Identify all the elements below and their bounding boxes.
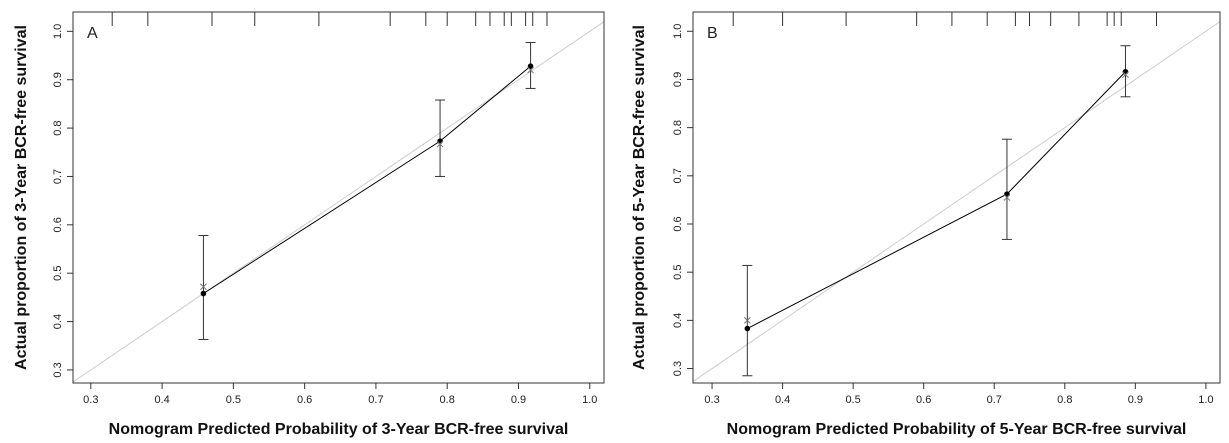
x-tick-label: 0.6 (916, 394, 931, 406)
y-tick-label: 0.9 (672, 72, 684, 87)
y-tick-label: 0.7 (672, 168, 684, 183)
y-axis-title: Actual proportion of 3-Year BCR-free sur… (13, 25, 30, 370)
observed-point (437, 138, 443, 144)
y-tick-label: 0.4 (52, 314, 64, 329)
x-axis-title: Nomogram Predicted Probability of 3-Year… (109, 421, 569, 438)
y-tick-label: 0.7 (52, 169, 64, 184)
corrected-point (1003, 194, 1011, 201)
panel-label: B (707, 25, 718, 42)
y-axis-title: Actual proportion of 5-Year BCR-free sur… (631, 25, 648, 370)
x-tick-label: 0.7 (987, 394, 1002, 406)
plot-frame (692, 11, 1221, 384)
y-tick-label: 0.6 (52, 217, 64, 232)
observed-point (200, 290, 207, 297)
x-tick-label: 0.5 (845, 394, 860, 406)
x-tick-label: 0.9 (1128, 394, 1143, 406)
observed-point (744, 325, 751, 332)
x-tick-label: 0.9 (511, 394, 526, 406)
y-tick-label: 0.8 (52, 120, 64, 135)
corrected-point (200, 283, 207, 291)
calibration-line (747, 71, 1126, 329)
x-tick-label: 0.5 (226, 394, 241, 406)
x-tick-label: 0.3 (704, 394, 719, 406)
plot-frame (72, 11, 605, 384)
x-tick-label: 0.8 (440, 394, 455, 406)
y-tick-label: 0.3 (52, 362, 64, 377)
y-tick-label: 0.5 (672, 265, 684, 280)
corrected-point (436, 140, 444, 148)
calibration-line (203, 65, 531, 294)
corrected-point (527, 66, 534, 74)
corrected-point (1122, 71, 1129, 78)
y-tick-label: 0.5 (52, 266, 64, 281)
panel-label: A (87, 25, 98, 42)
y-tick-label: 0.4 (672, 313, 684, 328)
observed-point (527, 63, 534, 69)
y-tick-label: 0.8 (672, 120, 684, 135)
x-tick-label: 0.4 (775, 394, 790, 406)
x-tick-label: 0.6 (297, 394, 312, 406)
ideal-line (692, 21, 1221, 382)
x-tick-label: 0.3 (83, 394, 98, 406)
x-axis-title: Nomogram Predicted Probability of 5-Year… (727, 421, 1187, 438)
corrected-point (743, 317, 751, 324)
x-tick-label: 0.4 (154, 394, 169, 406)
y-tick-label: 0.3 (672, 361, 684, 376)
x-tick-label: 0.8 (1057, 394, 1072, 406)
x-tick-label: 1.0 (1198, 394, 1213, 406)
x-tick-label: 0.7 (368, 394, 383, 406)
y-tick-label: 1.0 (672, 24, 684, 39)
y-tick-label: 1.0 (52, 24, 64, 39)
ideal-line (72, 21, 605, 383)
x-tick-label: 1.0 (582, 394, 597, 406)
observed-point (1122, 68, 1129, 75)
y-tick-label: 0.9 (52, 72, 64, 87)
y-tick-label: 0.6 (672, 216, 684, 231)
